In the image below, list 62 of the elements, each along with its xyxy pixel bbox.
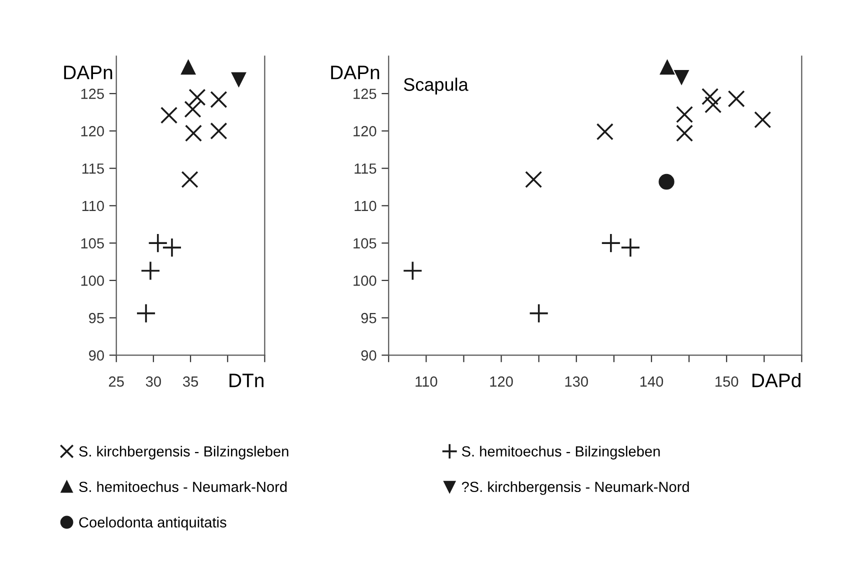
y-tick-label: 90 — [88, 350, 104, 361]
x-axis-title: DTn — [230, 374, 264, 388]
x-tick-label: 150 — [716, 376, 738, 387]
point — [210, 122, 228, 140]
point — [525, 170, 542, 188]
point — [160, 106, 178, 124]
x-tick-label: 140 — [640, 376, 664, 387]
point — [148, 233, 168, 253]
point — [620, 238, 640, 258]
x-tick-label: 35 — [182, 376, 198, 387]
x-tick-label: 30 — [146, 376, 161, 387]
x-tick-label: 120 — [490, 376, 513, 387]
y-axis-title: DAPn — [331, 66, 380, 80]
point — [232, 72, 246, 87]
point — [728, 90, 745, 108]
y-tick-label: 125 — [354, 88, 376, 99]
y-tick-label: 120 — [354, 126, 376, 136]
y-tick-label: 100 — [81, 276, 104, 286]
y-tick-label: 120 — [81, 126, 104, 136]
y-tick-label: 105 — [354, 238, 376, 248]
point — [402, 260, 423, 281]
point — [600, 233, 621, 253]
y-tick-label: 115 — [82, 164, 104, 174]
legend-label: S. kirchbergensis - Bilzingsleben — [79, 446, 288, 460]
y-axis-title: DAPn — [64, 66, 112, 80]
legend-label: Coelodonta antiquitatis — [79, 516, 226, 530]
x-tick-label: 130 — [565, 376, 588, 387]
point — [181, 170, 198, 188]
legend-label: S. hemitoechus - Neumark-Nord — [79, 481, 287, 492]
point — [596, 123, 614, 140]
point — [702, 88, 719, 106]
annotation: Scapula — [404, 78, 468, 95]
y-tick-label: 105 — [81, 238, 104, 248]
point — [210, 91, 228, 108]
legend-label: S. hemitoechus - Bilzingsleben — [462, 446, 660, 460]
legend-label: ?S. kirchbergensis - Neumark-Nord — [462, 481, 689, 495]
y-tick-label: 95 — [88, 312, 104, 324]
point — [184, 124, 202, 142]
point — [674, 70, 689, 84]
y-tick-label: 115 — [354, 164, 376, 174]
y-tick-label: 95 — [361, 312, 376, 324]
point — [660, 60, 674, 75]
point — [184, 100, 202, 118]
y-tick-label: 110 — [354, 200, 376, 212]
point — [181, 60, 196, 75]
y-tick-label: 125 — [81, 88, 104, 99]
point — [140, 260, 160, 281]
point — [188, 88, 206, 106]
point — [754, 111, 772, 128]
point — [136, 303, 156, 324]
point — [676, 124, 694, 142]
x-tick-label: 25 — [108, 376, 124, 387]
y-tick-label: 90 — [361, 350, 376, 361]
point — [658, 174, 674, 190]
y-tick-label: 110 — [82, 200, 104, 212]
x-tick-label: 110 — [416, 376, 438, 387]
point — [162, 238, 182, 258]
x-axis-title: DAPd — [752, 373, 800, 388]
point — [676, 106, 694, 124]
point — [528, 303, 549, 324]
point — [704, 96, 722, 114]
y-tick-label: 100 — [354, 276, 376, 286]
